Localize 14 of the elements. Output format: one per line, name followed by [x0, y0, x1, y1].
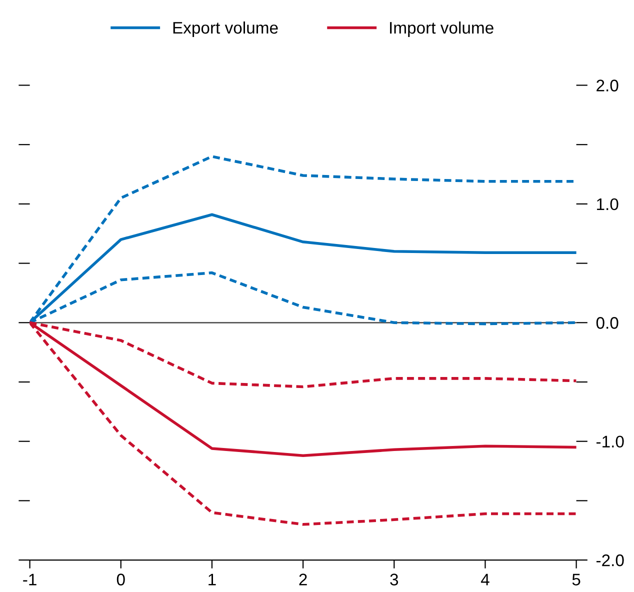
- y-tick-label: -2.0: [596, 554, 624, 566]
- x-tick-label: 3: [390, 574, 398, 586]
- y-tick-label: 1.0: [597, 198, 618, 210]
- x-tick-label: -1: [23, 574, 36, 586]
- x-tick-label: 2: [299, 574, 307, 586]
- y-tick-label: 0.0: [596, 317, 618, 329]
- y-tick-label: 2.0: [596, 80, 618, 92]
- x-tick-label: 1: [208, 574, 216, 586]
- legend-label: Export volume: [173, 21, 278, 38]
- x-tick-label: 4: [480, 574, 490, 586]
- x-tick-label: 5: [572, 574, 580, 586]
- y-tick-label: -1.0: [596, 436, 624, 448]
- x-tick-label: 0: [116, 574, 125, 586]
- legend-label: Import volume: [390, 21, 494, 38]
